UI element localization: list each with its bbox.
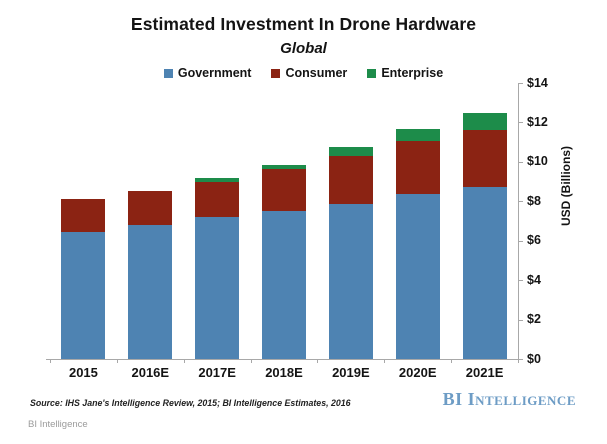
footer-caption: BI Intelligence bbox=[28, 419, 88, 430]
x-axis-label: 2015 bbox=[68, 365, 98, 380]
x-axis-label: 2018E bbox=[265, 365, 303, 380]
x-axis-label: 2019E bbox=[332, 365, 370, 380]
bar-column-2020e bbox=[384, 83, 451, 359]
y-axis-label: $6 bbox=[527, 233, 541, 248]
bar-segment-government bbox=[195, 217, 240, 359]
bar-segment-enterprise bbox=[395, 129, 440, 142]
legend-swatch-consumer bbox=[271, 68, 281, 78]
plot-area bbox=[50, 83, 518, 359]
legend-swatch-enterprise bbox=[367, 68, 377, 78]
y-axis-tick bbox=[519, 240, 523, 242]
y-axis-tick bbox=[519, 201, 523, 203]
bar-segment-consumer bbox=[262, 168, 306, 212]
y-axis-label: $0 bbox=[527, 351, 541, 366]
source-note: Source: IHS Jane's Intelligence Review, … bbox=[30, 398, 351, 408]
x-axis-tick bbox=[116, 359, 118, 363]
bars bbox=[50, 83, 518, 359]
bar-column-2019e bbox=[317, 83, 384, 359]
bar-segment-consumer bbox=[195, 181, 240, 218]
bar-segment-government bbox=[462, 186, 507, 359]
x-axis-tick bbox=[50, 359, 51, 363]
legend-label: Consumer bbox=[285, 66, 348, 80]
bar-segment-enterprise bbox=[195, 177, 240, 182]
y-axis-label: $8 bbox=[527, 193, 541, 208]
x-axis-line bbox=[46, 359, 519, 360]
y-axis-tick bbox=[519, 161, 523, 163]
x-axis-label: 2016E bbox=[131, 365, 170, 380]
bar-segment-consumer bbox=[395, 141, 440, 195]
bar-column-2021e bbox=[451, 83, 518, 359]
legend-label: Enterprise bbox=[381, 66, 444, 80]
legend-item-consumer: Consumer bbox=[271, 66, 347, 80]
bar-segment-enterprise bbox=[328, 147, 373, 156]
x-axis-tick bbox=[250, 359, 252, 363]
bar-column-2016e bbox=[117, 83, 184, 359]
x-axis-tick bbox=[518, 359, 519, 363]
x-axis-labels: 2015 2016E 2017E 2018E 2019E 2020E 2021E bbox=[50, 365, 518, 380]
y-axis-tick bbox=[519, 319, 523, 321]
y-axis-label: $2 bbox=[527, 312, 541, 327]
bar-segment-government bbox=[328, 204, 373, 359]
bar-column-2015 bbox=[50, 83, 117, 359]
y-axis-label: $12 bbox=[527, 114, 548, 129]
legend-item-enterprise: Enterprise bbox=[367, 66, 443, 80]
bar-column-2017e bbox=[184, 83, 251, 359]
x-axis-tick bbox=[451, 359, 453, 363]
bar-segment-enterprise bbox=[262, 164, 306, 169]
y-axis-title: USD (Billions) bbox=[559, 146, 573, 226]
x-axis-tick bbox=[183, 359, 185, 363]
bi-intelligence-logo: BI Intelligence bbox=[442, 389, 576, 409]
legend-label: Government bbox=[177, 66, 252, 80]
y-axis-tick bbox=[519, 122, 523, 124]
bar-column-2018e bbox=[251, 83, 318, 359]
y-axis-line bbox=[518, 83, 519, 360]
y-axis-tick bbox=[519, 359, 523, 360]
legend-swatch-government bbox=[163, 68, 173, 78]
x-axis-label: 2020E bbox=[398, 365, 437, 380]
bar-segment-consumer bbox=[128, 191, 173, 225]
y-axis-tick bbox=[519, 83, 523, 84]
bar-segment-enterprise bbox=[462, 112, 507, 131]
chart-title: Estimated Investment In Drone Hardware bbox=[130, 14, 477, 34]
legend: Government Consumer Enterprise bbox=[0, 66, 607, 80]
bar-segment-consumer bbox=[328, 155, 373, 205]
legend-item-government: Government bbox=[163, 66, 252, 80]
y-axis-tick bbox=[519, 280, 523, 282]
x-axis-tick bbox=[317, 359, 319, 363]
y-axis-label: $14 bbox=[527, 75, 548, 90]
bar-segment-government bbox=[262, 211, 306, 359]
bar-segment-consumer bbox=[462, 130, 507, 187]
bar-segment-consumer bbox=[61, 199, 106, 232]
y-axis-label: $4 bbox=[527, 272, 541, 287]
x-axis-label: 2017E bbox=[198, 365, 236, 380]
bar-segment-government bbox=[61, 231, 106, 359]
bar-segment-government bbox=[395, 194, 440, 359]
x-axis-tick bbox=[384, 359, 386, 363]
bar-segment-government bbox=[128, 224, 173, 359]
x-axis-label: 2021E bbox=[465, 365, 504, 380]
chart-subtitle: Global bbox=[280, 40, 327, 57]
y-axis-label: $10 bbox=[527, 154, 548, 169]
